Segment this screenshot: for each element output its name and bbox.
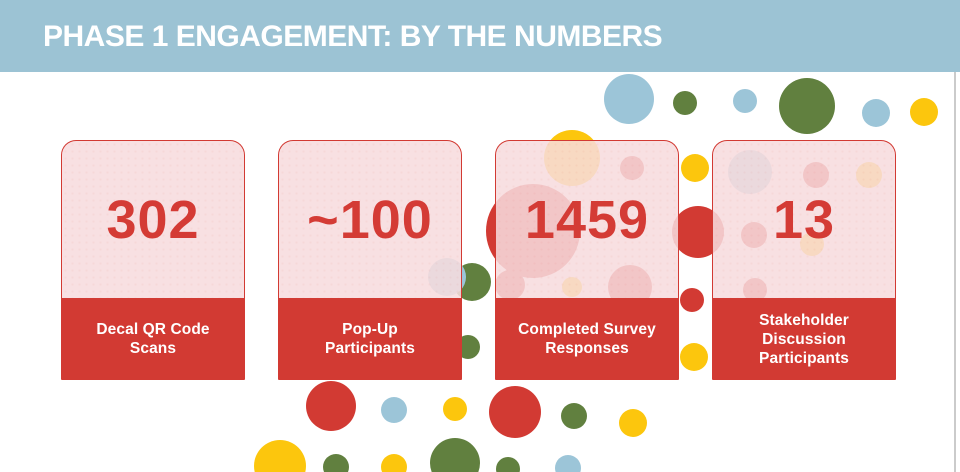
stat-card-top: 1459	[495, 140, 679, 298]
stat-card-top: 13	[712, 140, 896, 298]
decorative-circle	[430, 438, 480, 472]
decorative-circle	[381, 397, 407, 423]
header-bar: PHASE 1 ENGAGEMENT: BY THE NUMBERS	[0, 0, 960, 72]
decorative-circle	[561, 403, 587, 429]
decorative-circle	[862, 99, 890, 127]
slide-edge-line	[954, 72, 956, 472]
stat-card-band: Completed Survey Responses	[495, 298, 679, 380]
stat-value: 1459	[524, 189, 650, 250]
stat-card-band: Decal QR Code Scans	[61, 298, 245, 380]
stat-card-top: 302	[61, 140, 245, 298]
stat-card-decal-scans: 302 Decal QR Code Scans	[61, 140, 245, 380]
stat-label: Decal QR Code Scans	[96, 321, 210, 357]
stat-value: ~100	[307, 189, 433, 250]
decorative-circle	[910, 98, 938, 126]
decorative-circle	[779, 78, 835, 134]
decorative-circle	[680, 343, 708, 371]
stat-label: Completed Survey Responses	[518, 321, 656, 357]
stat-label: Pop-Up Participants	[325, 321, 415, 357]
decorative-circle	[381, 454, 407, 472]
decorative-circle	[306, 381, 356, 431]
decorative-circle	[489, 386, 541, 438]
decorative-circle	[733, 89, 757, 113]
decorative-circle	[555, 455, 581, 472]
page-title: PHASE 1 ENGAGEMENT: BY THE NUMBERS	[43, 20, 663, 53]
stat-card-survey-responses: 1459 Completed Survey Responses	[495, 140, 679, 380]
stat-card-band: Stakeholder Discussion Participants	[712, 298, 896, 380]
decorative-circle	[681, 154, 709, 182]
stat-card-popup-participants: ~100 Pop-Up Participants	[278, 140, 462, 380]
decorative-circle	[443, 397, 467, 421]
decorative-circle	[496, 457, 520, 472]
decorative-circle	[619, 409, 647, 437]
stat-value: 13	[772, 189, 836, 250]
decorative-circle	[680, 288, 704, 312]
decorative-circle	[673, 91, 697, 115]
stat-label: Stakeholder Discussion Participants	[759, 311, 849, 367]
decorative-circle	[604, 74, 654, 124]
stat-card-band: Pop-Up Participants	[278, 298, 462, 380]
stat-card-stakeholder-participants: 13 Stakeholder Discussion Participants	[712, 140, 896, 380]
stat-card-top: ~100	[278, 140, 462, 298]
stat-value: 302	[106, 189, 200, 250]
decorative-circle	[323, 454, 349, 472]
